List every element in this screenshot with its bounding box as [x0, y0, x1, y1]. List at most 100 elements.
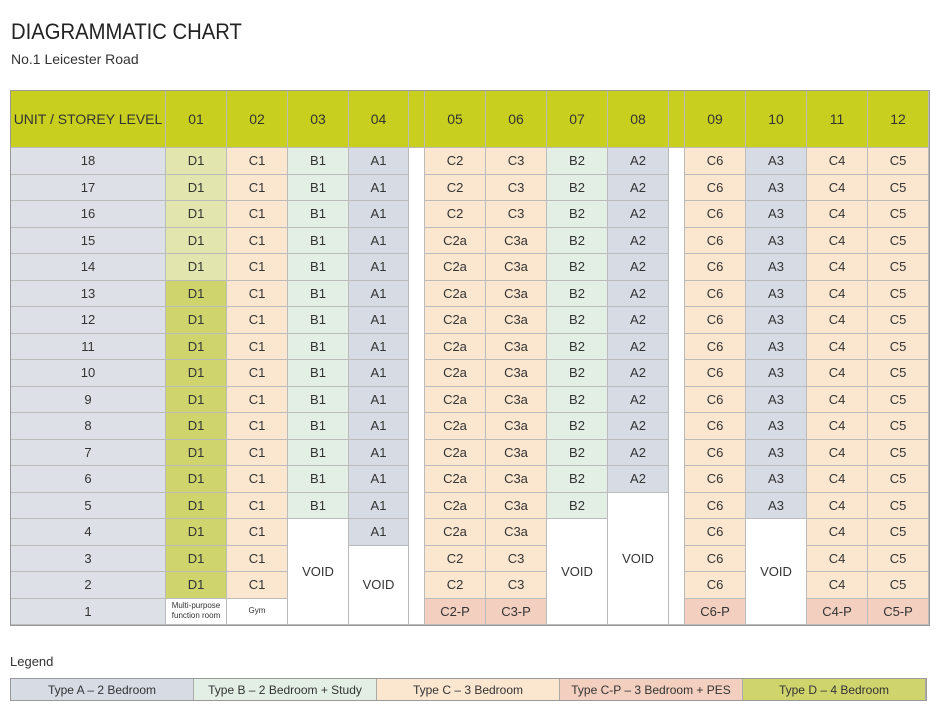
- unit-cell: C2a: [425, 254, 486, 281]
- unit-cell: D1: [166, 280, 227, 307]
- unit-cell: C3: [486, 572, 547, 599]
- unit-cell: C1: [227, 280, 288, 307]
- storey-level: 14: [11, 254, 166, 281]
- unit-cell: C1: [227, 201, 288, 228]
- unit-cell: A1: [349, 413, 409, 440]
- unit-cell: C4: [807, 360, 868, 387]
- unit-cell: A3: [746, 360, 807, 387]
- header-unit-08: 08: [608, 91, 669, 148]
- unit-cell: D1: [166, 333, 227, 360]
- unit-cell: C6: [685, 333, 746, 360]
- unit-cell: B1: [288, 227, 349, 254]
- unit-cell: A2: [608, 148, 669, 175]
- unit-cell: A3: [746, 466, 807, 493]
- unit-cell: D1: [166, 307, 227, 334]
- unit-cell: D1: [166, 466, 227, 493]
- unit-cell: C5: [868, 333, 929, 360]
- storey-level: 4: [11, 519, 166, 546]
- storey-level: 11: [11, 333, 166, 360]
- unit-cell: A3: [746, 333, 807, 360]
- unit-cell: D1: [166, 439, 227, 466]
- header-unit-02: 02: [227, 91, 288, 148]
- unit-cell: A1: [349, 386, 409, 413]
- unit-cell: C4: [807, 413, 868, 440]
- unit-cell: D1: [166, 413, 227, 440]
- unit-cell: D1: [166, 254, 227, 281]
- unit-cell: B1: [288, 439, 349, 466]
- header-gutter: [669, 91, 685, 148]
- unit-cell: C3a: [486, 492, 547, 519]
- unit-cell: A1: [349, 519, 409, 546]
- unit-cell: Gym: [227, 598, 288, 625]
- unit-cell: D1: [166, 201, 227, 228]
- unit-cell: C3a: [486, 333, 547, 360]
- unit-cell: C4: [807, 227, 868, 254]
- storey-level: 13: [11, 280, 166, 307]
- unit-cell: C1: [227, 386, 288, 413]
- header-unit-04: 04: [349, 91, 409, 148]
- unit-cell: B1: [288, 174, 349, 201]
- unit-cell: C6: [685, 280, 746, 307]
- unit-cell: B1: [288, 466, 349, 493]
- unit-cell: B2: [547, 227, 608, 254]
- unit-cell: C1: [227, 360, 288, 387]
- unit-cell: C4: [807, 492, 868, 519]
- unit-cell: B1: [288, 492, 349, 519]
- unit-cell: C5: [868, 572, 929, 599]
- unit-cell: C5: [868, 307, 929, 334]
- storey-level: 9: [11, 386, 166, 413]
- legend-item-type-cp: Type C-P – 3 Bedroom + PES: [560, 679, 743, 700]
- unit-cell: B1: [288, 386, 349, 413]
- unit-cell: C6: [685, 439, 746, 466]
- void-cell: VOID: [608, 492, 669, 625]
- unit-cell: B2: [547, 466, 608, 493]
- unit-cell: C2: [425, 174, 486, 201]
- unit-cell: C4: [807, 254, 868, 281]
- unit-cell: A2: [608, 174, 669, 201]
- unit-cell: A3: [746, 386, 807, 413]
- unit-cell: C6: [685, 307, 746, 334]
- storey-level: 7: [11, 439, 166, 466]
- unit-cell: C1: [227, 439, 288, 466]
- unit-cell: A2: [608, 360, 669, 387]
- unit-cell: B2: [547, 307, 608, 334]
- unit-cell: A1: [349, 280, 409, 307]
- storey-level: 18: [11, 148, 166, 175]
- unit-cell: B1: [288, 201, 349, 228]
- unit-cell: A2: [608, 201, 669, 228]
- unit-cell: A2: [608, 466, 669, 493]
- unit-cell: A3: [746, 307, 807, 334]
- unit-cell: C2: [425, 148, 486, 175]
- legend-item-type-c: Type C – 3 Bedroom: [377, 679, 560, 700]
- unit-cell: C2a: [425, 386, 486, 413]
- unit-cell: C6: [685, 254, 746, 281]
- unit-cell: C6: [685, 227, 746, 254]
- unit-cell: D1: [166, 360, 227, 387]
- unit-cell: B2: [547, 333, 608, 360]
- diagrammatic-chart-table: UNIT / STOREY LEVEL 01 02 03 04 05 06 07 08 09 10 1…: [10, 90, 930, 626]
- unit-cell: A2: [608, 439, 669, 466]
- storey-level: 16: [11, 201, 166, 228]
- unit-cell: C2: [425, 545, 486, 572]
- unit-cell: A1: [349, 254, 409, 281]
- unit-cell: B2: [547, 492, 608, 519]
- unit-cell: D1: [166, 386, 227, 413]
- unit-cell: C3: [486, 174, 547, 201]
- void-cell: VOID: [288, 519, 349, 625]
- unit-cell: C3a: [486, 227, 547, 254]
- header-unit-11: 11: [807, 91, 868, 148]
- unit-cell: A2: [608, 307, 669, 334]
- unit-cell: C6: [685, 466, 746, 493]
- unit-cell: C3a: [486, 466, 547, 493]
- unit-cell: C4: [807, 572, 868, 599]
- unit-cell: A1: [349, 492, 409, 519]
- unit-cell: B1: [288, 307, 349, 334]
- storey-level: 8: [11, 413, 166, 440]
- unit-cell: C2a: [425, 413, 486, 440]
- unit-cell: C5: [868, 254, 929, 281]
- unit-cell: C5: [868, 227, 929, 254]
- unit-cell: A3: [746, 201, 807, 228]
- header-unit-07: 07: [547, 91, 608, 148]
- void-cell: VOID: [349, 545, 409, 625]
- unit-cell: A3: [746, 280, 807, 307]
